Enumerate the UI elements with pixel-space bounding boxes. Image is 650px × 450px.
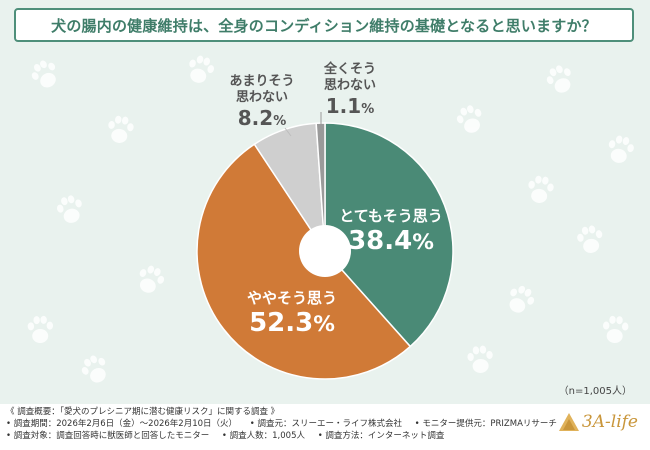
- label-slice-2-unit: %: [273, 114, 287, 129]
- sample-size-note: （n=1,005人）: [558, 386, 632, 397]
- footer-period: • 調査期間：2026年2月6日（金）〜2026年2月10日（火）: [6, 419, 238, 429]
- paw-pattern: [27, 55, 634, 383]
- paw-print-icon: [603, 315, 629, 343]
- footer-target: • 調査対象：調査回答時に獣医師と回答したモニター: [6, 431, 210, 441]
- pie-slice-0: [324, 122, 454, 348]
- pie-chart: [196, 112, 454, 380]
- chart-title: 犬の腸内の健康維持は、全身のコンディション維持の基礎となると思いますか？: [51, 16, 597, 35]
- pie-center-hole: [299, 225, 351, 277]
- paw-print-icon: [27, 315, 54, 343]
- paw-print-icon: [546, 65, 571, 93]
- paw-print-icon: [56, 195, 82, 223]
- survey-footer: 《 調査概要：「愛犬のプレシニア期に潜む健康リスク」に関する調査 》 • 調査期…: [6, 406, 566, 442]
- paw-print-icon: [139, 265, 165, 293]
- paw-print-icon: [108, 115, 134, 143]
- leader-line: [284, 127, 292, 137]
- paw-print-icon: [577, 225, 603, 253]
- label-slice-3-line1: 全くそう: [323, 62, 376, 77]
- label-slice-0-text: とてもそう思う: [339, 207, 443, 225]
- paw-print-icon: [509, 285, 535, 313]
- label-slice-0-unit: %: [412, 230, 434, 255]
- paw-print-icon: [528, 175, 554, 203]
- label-slice-2-line1: あまりそう: [229, 74, 295, 89]
- label-slice-0: とてもそう思う 38.4%: [326, 206, 456, 258]
- label-slice-1-unit: %: [313, 312, 335, 337]
- paw-print-icon: [189, 55, 215, 83]
- footer-method: • 調査方法：インターネット調査: [317, 431, 445, 441]
- paw-print-icon: [31, 60, 56, 88]
- label-slice-3-line2: 思わない: [323, 78, 376, 93]
- label-slice-3: 全くそう 思わない 1.1%: [310, 62, 390, 122]
- title-box: 犬の腸内の健康維持は、全身のコンディション維持の基礎となると思いますか？: [14, 8, 634, 42]
- paw-print-icon: [608, 135, 634, 163]
- brand-logo: 3A-life: [558, 412, 638, 432]
- paw-print-icon: [456, 105, 482, 133]
- label-slice-3-value: 1.1: [325, 94, 362, 118]
- chart-background: 犬の腸内の健康維持は、全身のコンディション維持の基礎となると思いますか？ あまり…: [0, 0, 650, 404]
- label-slice-2-line2: 思わない: [235, 90, 288, 105]
- footer-count: • 調査人数：1,005人: [221, 431, 305, 441]
- label-slice-1-text: ややそう思う: [246, 289, 337, 307]
- footer-overview: 《 調査概要：「愛犬のプレシニア期に潜む健康リスク」に関する調査 》: [6, 407, 280, 417]
- paw-print-icon: [81, 355, 106, 383]
- label-slice-1: ややそう思う 52.3%: [232, 288, 352, 340]
- label-slice-2: あまりそう 思わない 8.2%: [212, 74, 312, 134]
- logo-text: 3A-life: [581, 412, 638, 432]
- label-slice-1-value: 52.3: [249, 308, 314, 338]
- label-slice-2-value: 8.2: [237, 106, 274, 130]
- logo-triangle-icon: [558, 413, 579, 431]
- paw-print-icon: [467, 345, 493, 373]
- label-slice-0-value: 38.4: [348, 226, 413, 256]
- label-slice-3-unit: %: [361, 102, 375, 117]
- footer-org: • 調査元：スリーエー・ライフ株式会社: [249, 419, 402, 429]
- footer-monitor: • モニター提供元：PRIZMAリサーチ: [414, 419, 557, 429]
